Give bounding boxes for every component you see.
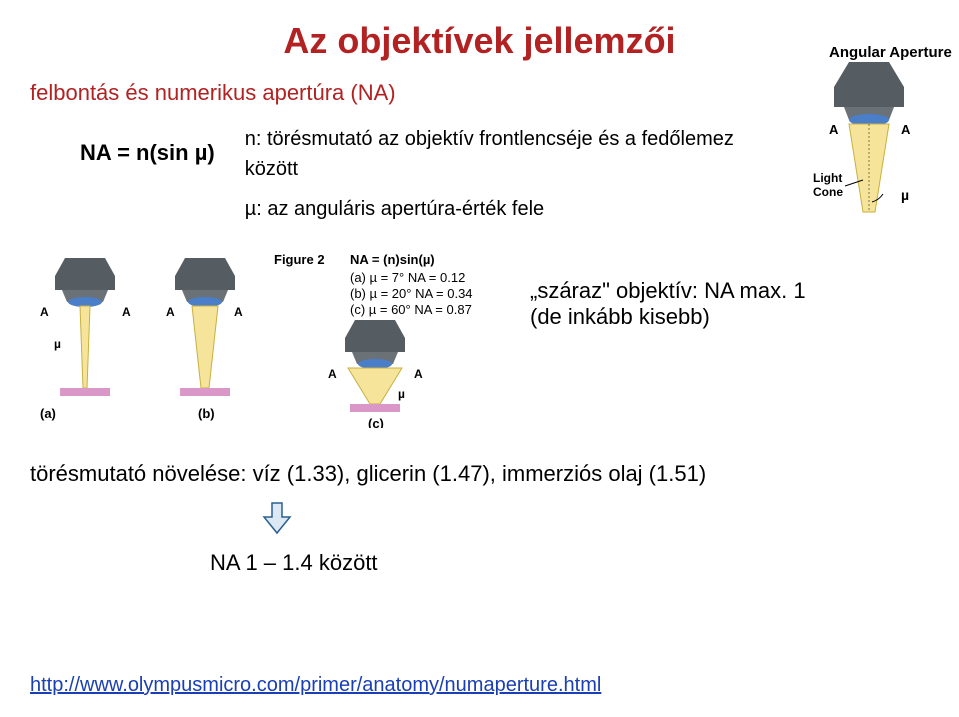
svg-text:(a) µ = 7° NA = 0.12: (a) µ = 7° NA = 0.12	[350, 270, 465, 285]
dry-line1: „száraz" objektív: NA max. 1	[530, 278, 806, 304]
dry-line2: (de inkább kisebb)	[530, 304, 806, 330]
definitions: n: törésmutató az objektív frontlencséje…	[245, 124, 779, 224]
refractive-index-note: törésmutató növelése: víz (1.33), glicer…	[30, 461, 929, 487]
def-mu: µ: az anguláris apertúra-érték fele	[245, 194, 779, 224]
row-definitions: NA = n(sin µ) n: törésmutató az objektív…	[30, 124, 929, 234]
svg-text:A: A	[122, 305, 131, 319]
svg-text:A: A	[829, 122, 839, 137]
figure-angular-aperture: Angular Aperture A A Light Cone µ	[809, 44, 929, 234]
svg-text:Cone: Cone	[813, 185, 843, 199]
svg-text:(b): (b)	[198, 406, 215, 421]
source-link[interactable]: http://www.olympusmicro.com/primer/anato…	[30, 674, 601, 697]
svg-text:A: A	[166, 305, 175, 319]
svg-text:µ: µ	[901, 187, 909, 203]
svg-text:A: A	[328, 367, 337, 381]
na-range: NA 1 – 1.4 között	[210, 550, 929, 576]
svg-text:A: A	[234, 305, 243, 319]
svg-text:(c): (c)	[368, 416, 384, 428]
subtitle: felbontás és numerikus apertúra (NA)	[30, 80, 929, 106]
svg-text:A: A	[901, 122, 911, 137]
svg-text:µ: µ	[54, 337, 61, 351]
def-n: n: törésmutató az objektív frontlencséje…	[245, 124, 779, 184]
svg-text:(c) µ = 60° NA = 0.87: (c) µ = 60° NA = 0.87	[350, 302, 472, 317]
svg-text:A: A	[414, 367, 423, 381]
svg-text:(a): (a)	[40, 406, 56, 421]
dry-objective-note: „száraz" objektív: NA max. 1 (de inkább …	[530, 278, 806, 330]
fig2-label: Figure 2	[274, 252, 325, 267]
svg-text:NA = (n)sin(µ): NA = (n)sin(µ)	[350, 252, 435, 267]
svg-text:(b) µ = 20° NA = 0.34: (b) µ = 20° NA = 0.34	[350, 286, 473, 301]
arrow-down-icon	[260, 501, 929, 540]
figure2: A A µ (a) A A (b) Figure 2 NA = (n)sin(µ	[30, 248, 500, 433]
fig1-title: Angular Aperture	[829, 44, 952, 61]
svg-text:Light: Light	[813, 171, 842, 185]
page-title: Az objektívek jellemzői	[30, 20, 929, 62]
svg-text:A: A	[40, 305, 49, 319]
svg-text:µ: µ	[398, 387, 405, 401]
na-equation: NA = n(sin µ)	[80, 140, 215, 166]
row-figure2: A A µ (a) A A (b) Figure 2 NA = (n)sin(µ	[30, 248, 929, 433]
